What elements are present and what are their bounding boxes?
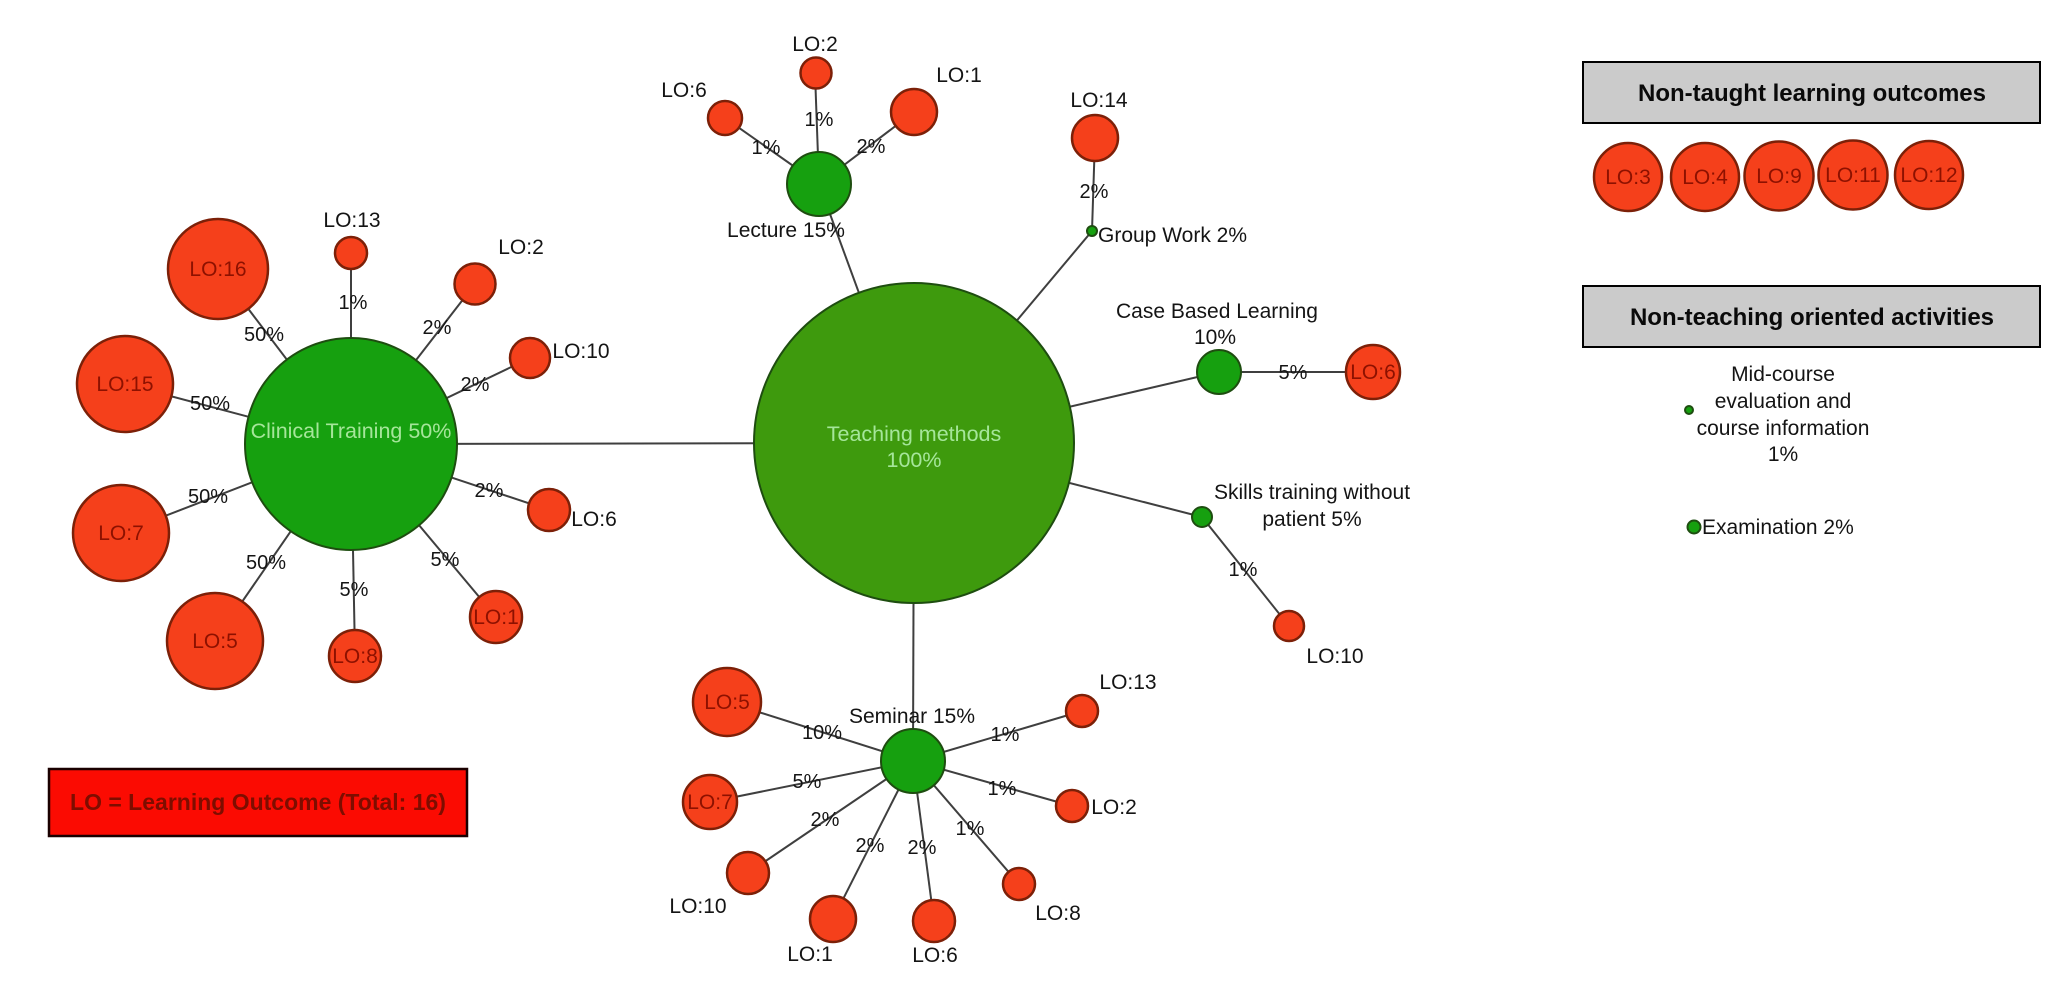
svg-text:2%: 2% <box>857 136 886 158</box>
svg-text:2%: 2% <box>1080 181 1109 203</box>
svg-text:LO:8: LO:8 <box>1035 902 1081 925</box>
svg-text:LO:4: LO:4 <box>1682 166 1728 189</box>
svg-text:1%: 1% <box>805 109 834 131</box>
svg-text:Lecture 15%: Lecture 15% <box>727 219 845 242</box>
svg-text:LO:6: LO:6 <box>571 508 617 531</box>
svg-text:5%: 5% <box>793 771 822 793</box>
svg-text:2%: 2% <box>856 835 885 857</box>
svg-text:Teaching methods: Teaching methods <box>827 422 1002 446</box>
svg-text:LO:15: LO:15 <box>96 373 153 396</box>
svg-text:Seminar 15%: Seminar 15% <box>849 705 975 728</box>
svg-text:LO:5: LO:5 <box>192 630 238 653</box>
svg-text:Group Work 2%: Group Work 2% <box>1098 224 1247 247</box>
svg-text:LO:1: LO:1 <box>473 606 519 629</box>
svg-text:LO:8: LO:8 <box>332 645 378 668</box>
svg-text:2%: 2% <box>811 809 840 831</box>
svg-text:LO:2: LO:2 <box>1091 796 1137 819</box>
svg-text:LO:13: LO:13 <box>1099 671 1156 694</box>
svg-text:50%: 50% <box>246 552 286 574</box>
svg-text:LO:3: LO:3 <box>1605 166 1651 189</box>
svg-text:1%: 1% <box>339 292 368 314</box>
svg-text:LO:7: LO:7 <box>687 791 733 814</box>
svg-text:5%: 5% <box>340 579 369 601</box>
svg-text:LO:6: LO:6 <box>661 79 707 102</box>
svg-text:Clinical Training 50%: Clinical Training 50% <box>251 419 452 443</box>
svg-text:LO:9: LO:9 <box>1756 165 1802 188</box>
svg-text:50%: 50% <box>244 324 284 346</box>
svg-text:2%: 2% <box>908 837 937 859</box>
svg-text:LO:10: LO:10 <box>669 895 726 918</box>
svg-text:LO:7: LO:7 <box>98 522 144 545</box>
svg-text:1%: 1% <box>991 724 1020 746</box>
svg-text:Examination 2%: Examination 2% <box>1702 516 1854 539</box>
svg-text:10%: 10% <box>802 722 842 744</box>
svg-text:2%: 2% <box>461 374 490 396</box>
svg-text:50%: 50% <box>190 393 230 415</box>
svg-text:5%: 5% <box>1279 362 1308 384</box>
svg-text:1%: 1% <box>956 818 985 840</box>
svg-text:LO:5: LO:5 <box>704 691 750 714</box>
svg-text:Case Based Learning: Case Based Learning <box>1116 300 1318 323</box>
svg-text:patient 5%: patient 5% <box>1262 508 1361 531</box>
svg-text:5%: 5% <box>431 549 460 571</box>
svg-text:1%: 1% <box>988 778 1017 800</box>
svg-text:LO:10: LO:10 <box>552 340 609 363</box>
svg-text:LO:6: LO:6 <box>1350 361 1396 384</box>
svg-text:50%: 50% <box>188 486 228 508</box>
svg-text:10%: 10% <box>1194 326 1236 349</box>
svg-text:1%: 1% <box>752 137 781 159</box>
svg-text:Skills training without: Skills training without <box>1214 481 1410 504</box>
svg-text:LO:1: LO:1 <box>787 943 833 966</box>
svg-text:1%: 1% <box>1768 443 1798 466</box>
svg-text:LO:1: LO:1 <box>936 64 982 87</box>
svg-text:LO:2: LO:2 <box>792 33 838 56</box>
svg-text:Non-taught learning outcomes: Non-taught learning outcomes <box>1638 80 1986 107</box>
svg-text:2%: 2% <box>423 317 452 339</box>
svg-text:LO:10: LO:10 <box>1306 645 1363 668</box>
svg-text:1%: 1% <box>1229 559 1258 581</box>
svg-text:Non-teaching oriented activiti: Non-teaching oriented activities <box>1630 304 1994 331</box>
svg-text:LO:16: LO:16 <box>189 258 246 281</box>
svg-text:LO = Learning Outcome (Total:: LO = Learning Outcome (Total: 16) <box>70 789 446 815</box>
svg-text:course information: course information <box>1697 417 1870 440</box>
svg-text:Mid-course: Mid-course <box>1731 363 1835 386</box>
svg-text:LO:11: LO:11 <box>1825 164 1881 187</box>
svg-text:evaluation and: evaluation and <box>1715 390 1852 413</box>
svg-text:LO:2: LO:2 <box>498 236 544 259</box>
svg-text:100%: 100% <box>887 448 942 472</box>
svg-text:LO:6: LO:6 <box>912 944 958 967</box>
svg-text:LO:14: LO:14 <box>1070 89 1128 112</box>
svg-text:LO:13: LO:13 <box>323 209 380 232</box>
svg-text:2%: 2% <box>475 480 504 502</box>
svg-text:LO:12: LO:12 <box>1900 164 1957 187</box>
